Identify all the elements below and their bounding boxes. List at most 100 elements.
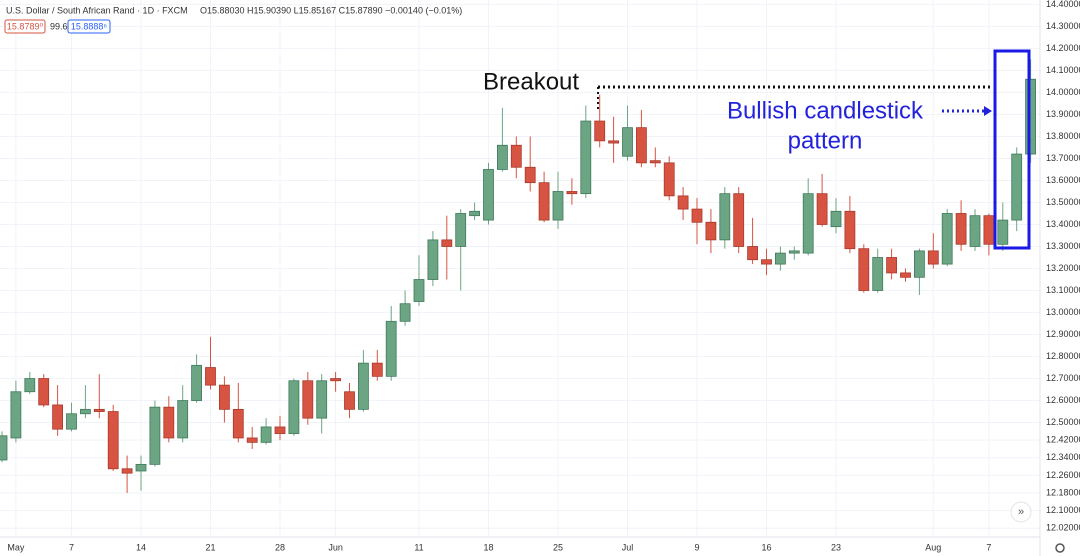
y-tick-label: 13.50000 [1046,197,1080,207]
candle-body [469,210,481,217]
candle-body [566,191,578,195]
annotation: Breakout [483,68,579,95]
candle-body [427,239,439,280]
candle-body [914,250,925,278]
y-tick-label: 12.18000 [1046,487,1080,497]
candle-body [52,404,63,430]
x-tick-label: 9 [694,542,699,552]
candle-body [580,120,592,195]
candle-body [149,406,161,465]
candle-body [93,408,105,412]
candle-body [858,248,870,291]
y-tick-label: 13.70000 [1046,153,1080,163]
y-tick-label: 12.42000 [1046,435,1080,445]
candle-body [399,303,411,322]
candle-body [455,213,467,247]
candle-body [371,362,383,377]
y-tick-label: 13.00000 [1046,307,1080,317]
candle-body [775,252,786,265]
candle-body [997,219,1009,245]
price-tag: 15.8789⁰ [7,21,44,31]
candle-body [344,391,355,410]
x-tick-label: 18 [483,542,493,552]
candle-body [927,250,939,265]
candle-body [622,127,633,157]
candle-body [802,193,814,254]
y-tick-label: 14.10000 [1046,65,1080,75]
candle-body [385,320,397,377]
price-tag: 15.8888⁶ [71,21,108,31]
candle-body [66,413,77,430]
candle-body [107,411,119,470]
candle-body [0,435,8,461]
candle-body [524,166,536,184]
x-tick-label: Aug [925,542,941,552]
candle-body [302,380,314,419]
scroll-button[interactable] [1010,501,1032,523]
axes: 12.02000 12.10000 12.18000 12.26000 12.34000… [7,0,1080,552]
price-tag-box [4,19,46,34]
x-tick-label: May [7,542,25,552]
annotation: pattern [788,127,863,154]
x-tick-label: 23 [831,542,841,552]
candle-body [900,272,911,278]
scroll-icon[interactable]: » [1018,506,1024,518]
candle-body [747,246,758,261]
candle-body [955,213,967,245]
y-tick-label: 14.40000 [1046,0,1080,9]
y-tick-label: 13.30000 [1046,241,1080,251]
x-tick-label: Jun [328,542,343,552]
candle-body [788,250,800,254]
y-tick-label: 14.20000 [1046,43,1080,53]
y-tick-label: 12.02000 [1046,523,1080,533]
candle-body [316,380,328,419]
arrow-head [984,106,992,116]
candle-body [483,169,494,221]
candle-body [205,367,216,386]
y-tick-label: 12.50000 [1046,417,1080,427]
x-tick-label: 28 [275,542,285,552]
annotation: Bullish candlestick [727,97,924,124]
candle-body [969,215,981,247]
y-tick-label: 13.10000 [1046,285,1080,295]
chart-title: U.S. Dollar / South African Rand · 1D · … [6,5,188,15]
candle-body [733,193,745,247]
x-tick-label: 21 [205,542,215,552]
candle-body [691,208,703,223]
candle-body [413,279,425,302]
candle-body [246,437,258,443]
candle-body [191,364,203,401]
highlight-box [993,49,1031,250]
y-tick-label: 13.60000 [1046,175,1080,185]
candle-body [983,215,995,245]
y-tick-label: 12.90000 [1046,329,1080,339]
candle-body [288,380,300,434]
y-tick-label: 13.80000 [1046,131,1080,141]
candle-body [357,362,369,410]
y-tick-label: 12.80000 [1046,351,1080,361]
ohlc-text: O15.88030 H15.90390 L15.85167 C15.87890 … [200,5,462,15]
candle-body [719,193,731,241]
candle-body [1011,153,1023,221]
y-tick-label: 13.90000 [1046,109,1080,119]
candle-body [441,239,453,247]
candle-body [260,426,272,443]
candle-body [218,384,230,410]
price-tag-box [67,19,111,34]
candle-body [10,391,22,439]
y-tick-label: 12.70000 [1046,373,1080,383]
candle-body [844,210,856,250]
candle-body [496,144,508,170]
x-tick-label: 7 [69,542,74,552]
price-tag: 99.6 [50,21,68,31]
candle-body [510,144,522,168]
settings-icon[interactable] [1055,543,1065,553]
candle-body [121,468,133,474]
candle-body [830,210,842,228]
candle-body [649,160,661,164]
candles [0,59,1036,493]
candle-body [636,127,647,164]
candle-body [872,257,884,291]
